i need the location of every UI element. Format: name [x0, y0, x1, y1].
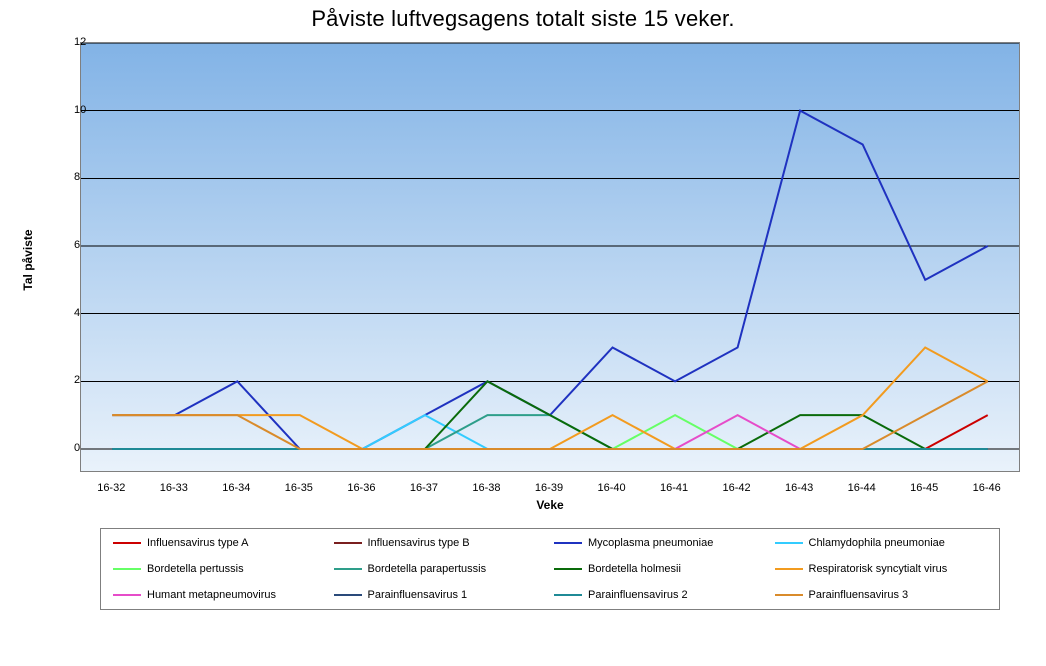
x-tick-label: 16-38: [472, 482, 500, 494]
legend-swatch: [334, 594, 362, 596]
x-tick-label: 16-42: [723, 482, 751, 494]
series-line: [112, 348, 987, 450]
x-axis-title: Veke: [80, 498, 1020, 512]
x-tick-label: 16-35: [285, 482, 313, 494]
chart-container: Påviste luftvegsagens totalt siste 15 ve…: [0, 0, 1046, 666]
legend-item: Bordetella parapertussis: [334, 563, 547, 575]
legend-label: Mycoplasma pneumoniae: [588, 537, 713, 549]
x-tick-label: 16-41: [660, 482, 688, 494]
legend-item: Chlamydophila pneumoniae: [775, 537, 988, 549]
series-line: [112, 415, 987, 449]
legend-label: Parainfluensavirus 1: [368, 589, 468, 601]
legend-swatch: [554, 568, 582, 570]
x-tick-label: 16-45: [910, 482, 938, 494]
legend-label: Influensavirus type B: [368, 537, 470, 549]
plot-area: [80, 42, 1020, 472]
x-tick-label: 16-34: [222, 482, 250, 494]
legend-label: Bordetella holmesii: [588, 563, 681, 575]
x-tick-label: 16-37: [410, 482, 438, 494]
legend-item: Humant metapneumovirus: [113, 589, 326, 601]
legend-swatch: [113, 568, 141, 570]
legend-item: Parainfluensavirus 3: [775, 589, 988, 601]
x-tick-label: 16-40: [597, 482, 625, 494]
legend-item: Parainfluensavirus 1: [334, 589, 547, 601]
series-line: [112, 415, 987, 449]
legend-label: Chlamydophila pneumoniae: [809, 537, 945, 549]
legend-item: Bordetella holmesii: [554, 563, 767, 575]
legend-item: Mycoplasma pneumoniae: [554, 537, 767, 549]
legend-item: Bordetella pertussis: [113, 563, 326, 575]
legend-label: Parainfluensavirus 3: [809, 589, 909, 601]
legend-label: Parainfluensavirus 2: [588, 589, 688, 601]
legend-swatch: [775, 542, 803, 544]
x-tick-label: 16-46: [973, 482, 1001, 494]
y-axis-title: Tal påviste: [21, 229, 35, 290]
series-line: [112, 415, 987, 449]
x-tick-label: 16-39: [535, 482, 563, 494]
chart-title: Påviste luftvegsagens totalt siste 15 ve…: [0, 6, 1046, 32]
legend-swatch: [554, 542, 582, 544]
legend-swatch: [113, 594, 141, 596]
legend-item: Influensavirus type B: [334, 537, 547, 549]
x-tick-label: 16-43: [785, 482, 813, 494]
legend-swatch: [334, 568, 362, 570]
x-tick-label: 16-33: [160, 482, 188, 494]
legend-label: Bordetella parapertussis: [368, 563, 487, 575]
x-tick-label: 16-32: [97, 482, 125, 494]
legend-swatch: [334, 542, 362, 544]
legend-label: Bordetella pertussis: [147, 563, 244, 575]
legend-swatch: [554, 594, 582, 596]
legend-item: Respiratorisk syncytialt virus: [775, 563, 988, 575]
legend-swatch: [113, 542, 141, 544]
series-line: [112, 415, 987, 449]
legend-label: Respiratorisk syncytialt virus: [809, 563, 948, 575]
x-tick-label: 16-44: [848, 482, 876, 494]
chart-lines: [81, 43, 1019, 471]
x-tick-label: 16-36: [347, 482, 375, 494]
legend-label: Influensavirus type A: [147, 537, 249, 549]
legend-item: Influensavirus type A: [113, 537, 326, 549]
legend: Influensavirus type A Influensavirus type…: [100, 528, 1000, 610]
legend-swatch: [775, 568, 803, 570]
legend-swatch: [775, 594, 803, 596]
series-line: [112, 415, 987, 449]
legend-item: Parainfluensavirus 2: [554, 589, 767, 601]
legend-label: Humant metapneumovirus: [147, 589, 276, 601]
series-line: [112, 111, 987, 449]
